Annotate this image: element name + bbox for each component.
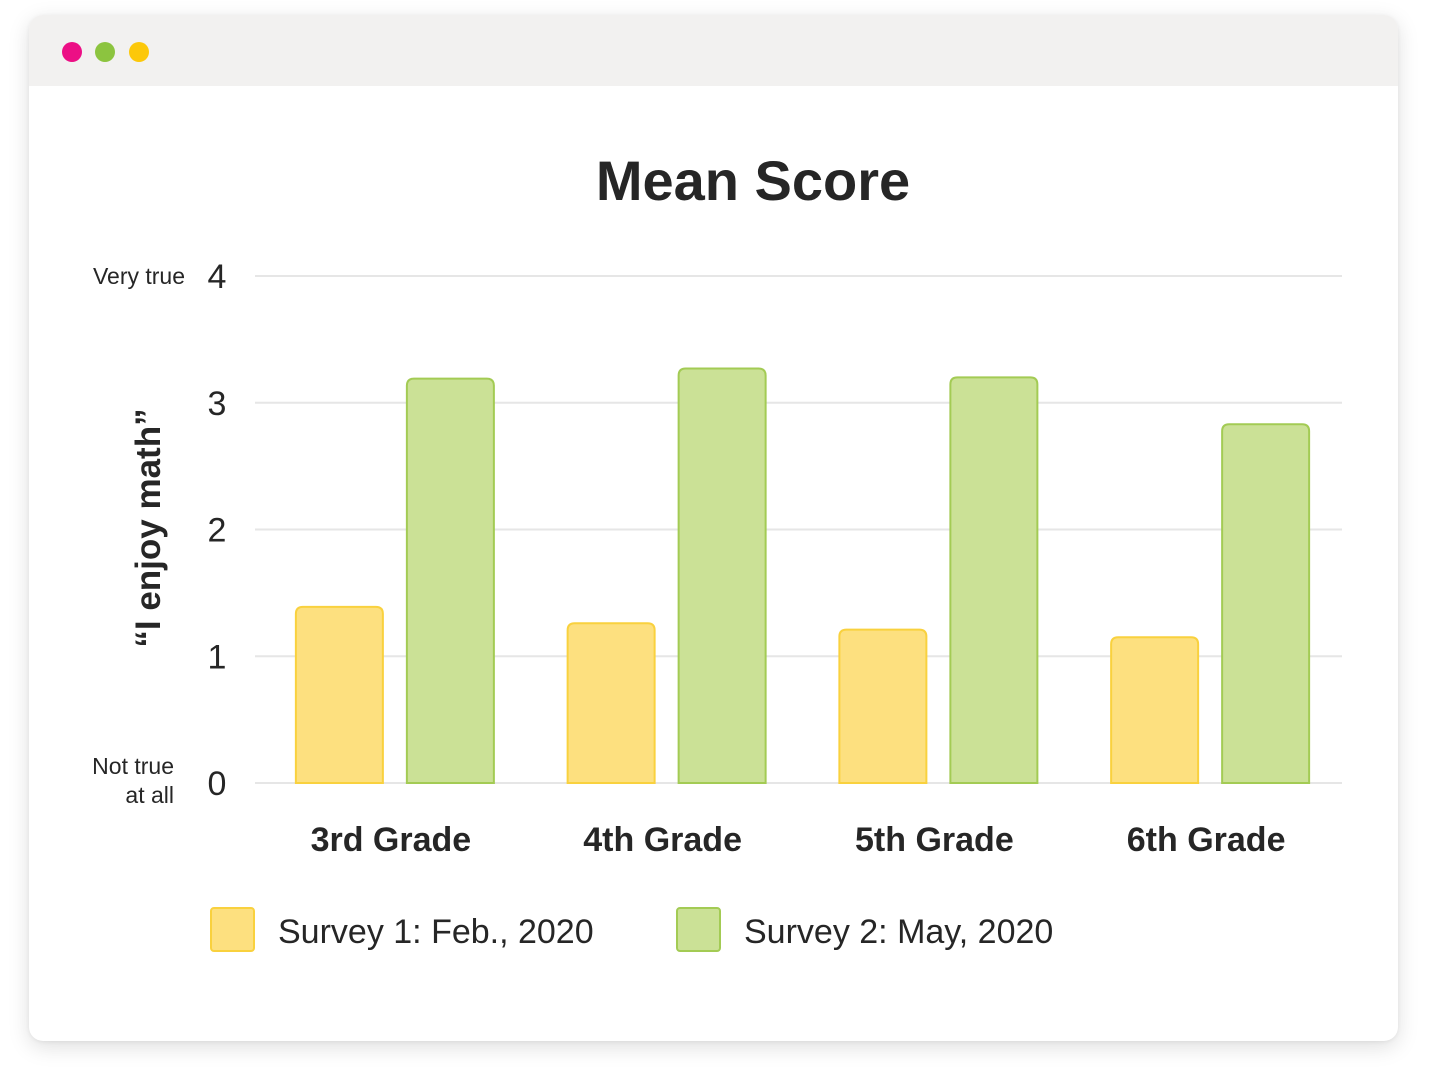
- bar-3rd-grade-survey-1: [294, 605, 384, 784]
- y-tick-label-3: 3: [208, 385, 227, 423]
- window-close-button[interactable]: [62, 42, 82, 62]
- y-axis-ticks: 0 1 2 3 4: [208, 258, 227, 803]
- x-tick-label-3rd-grade: 3rd Grade: [311, 821, 472, 859]
- bar-4th-grade-survey-2: [677, 367, 767, 784]
- bar-4th-grade-survey-1: [566, 622, 656, 784]
- y-top-annotation: Very true: [93, 263, 185, 289]
- bar-5th-grade-survey-2: [949, 376, 1039, 784]
- x-tick-label-4th-grade: 4th Grade: [583, 821, 742, 859]
- window-titlebar: [29, 15, 1398, 86]
- browser-window: [29, 15, 1398, 1041]
- x-tick-label-6th-grade: 6th Grade: [1127, 821, 1286, 859]
- window-zoom-button[interactable]: [129, 42, 149, 62]
- legend-label-survey-2: Survey 2: May, 2020: [744, 913, 1053, 951]
- bar-3rd-grade-survey-2: [405, 377, 495, 784]
- bar-5th-grade-survey-1: [838, 628, 928, 784]
- chart-title: Mean Score: [596, 149, 910, 212]
- x-tick-label-5th-grade: 5th Grade: [855, 821, 1014, 859]
- bar-6th-grade-survey-1: [1110, 636, 1200, 784]
- bars: [294, 367, 1311, 784]
- y-tick-label-2: 2: [208, 512, 227, 550]
- window-minimize-button[interactable]: [95, 42, 115, 62]
- y-tick-label-1: 1: [208, 638, 227, 676]
- legend-swatch-survey-1: [210, 907, 255, 952]
- y-tick-label-0: 0: [208, 765, 227, 803]
- x-axis-labels: 3rd Grade 4th Grade 5th Grade 6th Grade: [311, 821, 1286, 859]
- legend: Survey 1: Feb., 2020 Survey 2: May, 2020: [210, 907, 1053, 952]
- y-tick-label-4: 4: [208, 258, 227, 296]
- y-axis-label: “I enjoy math”: [129, 408, 168, 647]
- bar-6th-grade-survey-2: [1221, 423, 1311, 784]
- legend-label-survey-1: Survey 1: Feb., 2020: [278, 913, 594, 951]
- y-bottom-annotation-line2: at all: [125, 782, 174, 808]
- legend-swatch-survey-2: [676, 907, 721, 952]
- y-bottom-annotation-line1: Not true: [92, 753, 174, 779]
